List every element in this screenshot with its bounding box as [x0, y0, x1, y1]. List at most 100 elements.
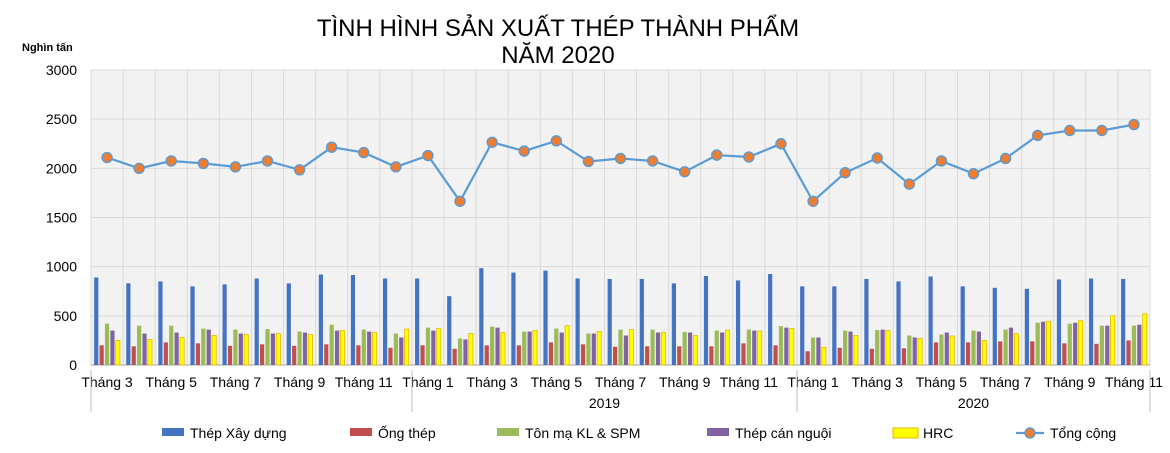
bar-3	[976, 331, 981, 365]
bar-1	[163, 342, 168, 365]
bar-4	[532, 330, 538, 366]
bar-3	[527, 331, 532, 365]
bar-4	[307, 334, 313, 366]
bar-2	[939, 334, 944, 365]
total-marker	[711, 149, 723, 161]
bar-2	[297, 331, 302, 365]
bar-3	[687, 332, 693, 365]
total-marker	[422, 149, 434, 162]
gridlines	[90, 69, 1151, 366]
y-tick-label: 2500	[46, 111, 77, 127]
bar-1	[998, 341, 1003, 365]
total-marker	[903, 178, 916, 190]
x-tick-label: Tháng 5	[916, 374, 968, 390]
x-tick-label: Tháng 11	[720, 374, 778, 390]
x-tick-label: Tháng 11	[335, 374, 393, 390]
bar-1	[709, 346, 714, 365]
bar-3	[1040, 321, 1046, 365]
bar-1	[1030, 341, 1035, 365]
bar-3	[720, 332, 725, 365]
bar-3	[752, 330, 757, 365]
bar-0	[800, 286, 805, 365]
bar-1	[356, 345, 361, 365]
total-marker	[678, 166, 691, 178]
bar-2	[778, 326, 784, 365]
bar-3	[174, 332, 179, 365]
bar-2	[490, 326, 495, 365]
bar-4	[211, 335, 217, 366]
bar-4	[243, 334, 249, 366]
legend-label: Thép cán nguội	[735, 425, 832, 441]
bar-4	[725, 329, 731, 366]
x-tick-label: Tháng 3	[466, 374, 518, 390]
total-marker	[229, 161, 242, 173]
bar-3	[944, 332, 949, 365]
bar-0	[286, 283, 291, 365]
legend-swatch	[497, 428, 519, 436]
bar-4	[692, 335, 698, 366]
bar-2	[618, 329, 623, 365]
bar-4	[949, 335, 955, 366]
bar-3	[784, 327, 789, 365]
x-tick-label: Tháng 7	[210, 374, 262, 390]
bar-3	[142, 333, 147, 365]
bar-4	[564, 325, 570, 366]
bar-0	[607, 278, 612, 365]
bar-3	[495, 327, 500, 365]
bar-series	[94, 268, 1148, 366]
x-tick-label: Tháng 5	[146, 374, 198, 390]
bar-2	[843, 330, 848, 365]
bar-2	[457, 338, 463, 365]
total-marker	[390, 161, 402, 173]
total-marker	[518, 145, 530, 157]
total-marker	[1096, 124, 1108, 137]
bar-3	[591, 333, 596, 365]
bar-4	[885, 330, 891, 366]
bar-4	[275, 333, 281, 366]
bar-4	[757, 330, 763, 366]
bar-2	[682, 332, 687, 365]
x-tick-label: Tháng 5	[531, 374, 583, 390]
bar-4	[468, 333, 474, 366]
x-tick-label: Tháng 1	[787, 374, 839, 390]
bar-2	[1003, 329, 1008, 365]
x-tick-label: Tháng 9	[274, 374, 326, 390]
bar-3	[912, 337, 917, 365]
legend-label: Tổng cộng	[1050, 425, 1116, 441]
bar-1	[773, 345, 778, 365]
total-marker	[197, 157, 210, 170]
total-marker	[358, 146, 370, 159]
bar-3	[270, 333, 275, 365]
bar-0	[254, 278, 259, 365]
bar-1	[324, 344, 329, 365]
total-marker	[1128, 118, 1140, 131]
total-marker	[999, 152, 1012, 165]
bar-4	[436, 328, 442, 366]
legend-swatch	[162, 428, 184, 436]
total-marker	[1031, 129, 1044, 142]
x-tick-label: Tháng 9	[1044, 374, 1096, 390]
bar-2	[137, 325, 142, 365]
bar-4	[115, 340, 121, 366]
total-marker	[646, 155, 659, 167]
bar-2	[201, 328, 206, 365]
bar-3	[399, 337, 404, 365]
bar-3	[559, 332, 564, 365]
total-marker	[967, 168, 980, 180]
bar-2	[1099, 325, 1104, 365]
legend-swatch	[350, 428, 372, 436]
bar-0	[1056, 279, 1062, 365]
x-tick-label: Tháng 7	[980, 374, 1032, 390]
bar-0	[575, 278, 580, 365]
legend-swatch	[892, 427, 919, 439]
bar-1	[837, 347, 842, 365]
bar-3	[238, 333, 243, 365]
bar-4	[981, 340, 987, 366]
bar-1	[548, 342, 554, 365]
total-marker	[839, 167, 851, 179]
bar-0	[190, 286, 195, 365]
total-marker	[261, 155, 274, 167]
total-marker	[550, 135, 563, 147]
